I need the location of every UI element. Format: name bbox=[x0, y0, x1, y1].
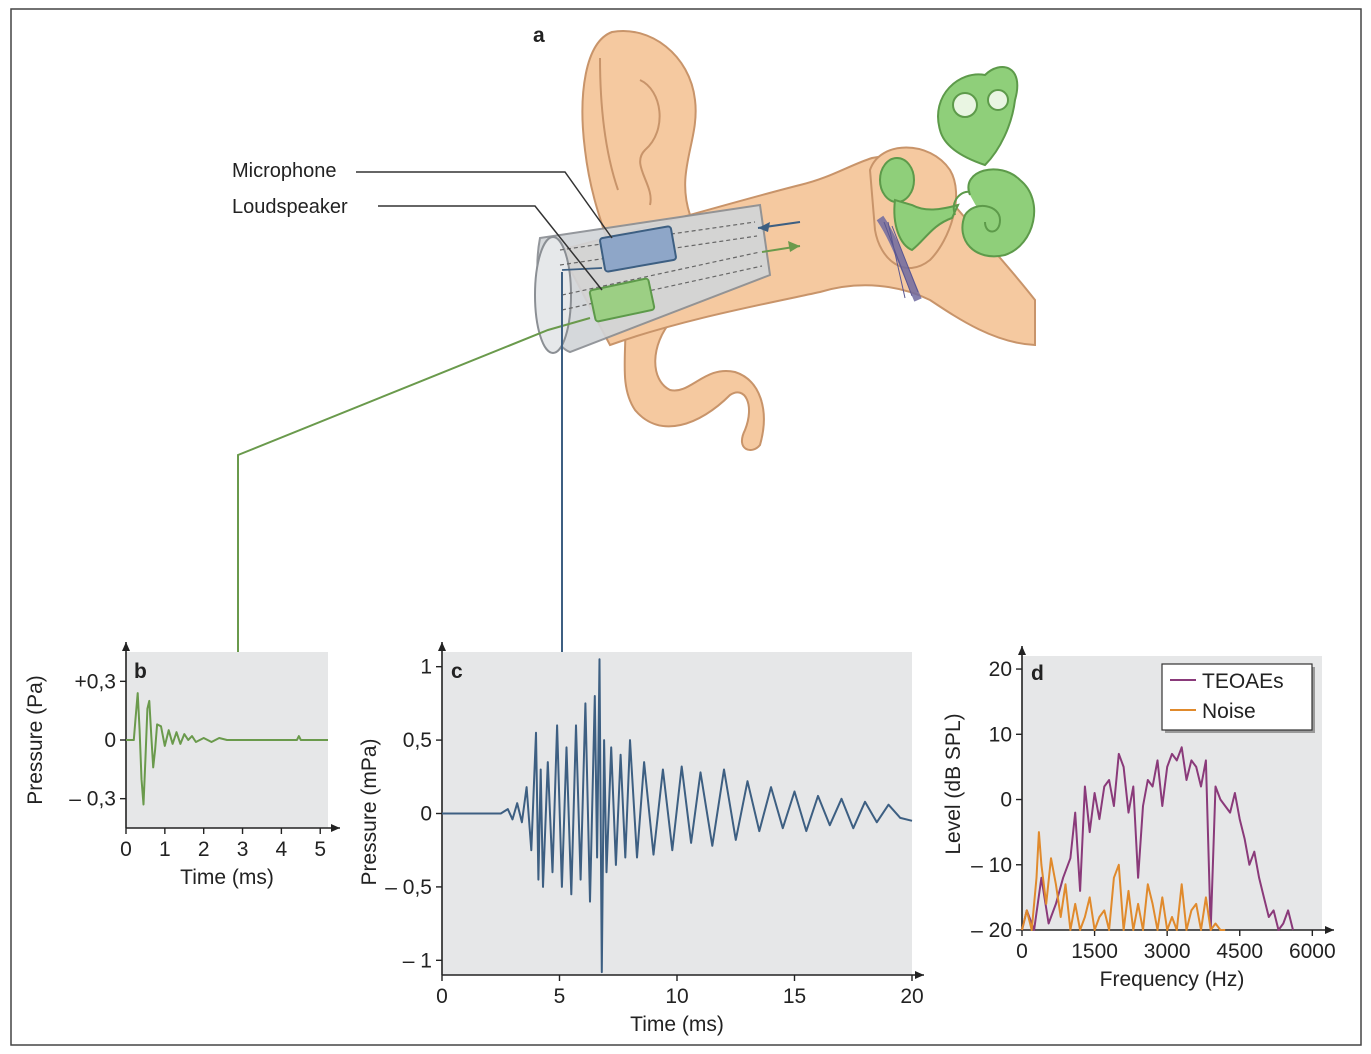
chart-d: d 0 1500 3000 4500 6000 20 10 0 – 10 – 20 Frequency… bbox=[942, 646, 1336, 991]
y-tick-label-d: – 10 bbox=[971, 854, 1012, 877]
y-tick-label-b: 0 bbox=[104, 729, 116, 752]
chart-c: c 0 5 10 15 20 1 0,5 0 – 0,5 – 1 Time (ms) Pressure … bbox=[358, 642, 924, 1036]
x-axis-title-b: Time (ms) bbox=[180, 866, 274, 889]
x-axis-arrow-d bbox=[1325, 926, 1334, 934]
panel-label-b: b bbox=[134, 660, 147, 683]
microphone-unit bbox=[599, 225, 677, 273]
y-tick-label-c: 0 bbox=[420, 803, 432, 826]
chart-b: b 0 1 2 3 4 5 +0,3 0 – 0,3 Time (ms) Pressure (Pa) bbox=[24, 642, 340, 889]
panel-label-a: a bbox=[533, 24, 545, 47]
x-tick-label-b: 0 bbox=[120, 838, 132, 861]
x-tick-label-c: 15 bbox=[783, 985, 806, 1008]
microphone-wire bbox=[561, 267, 603, 271]
y-tick-label-c: 0,5 bbox=[403, 729, 432, 752]
x-tick-label-d: 4500 bbox=[1216, 940, 1263, 963]
y-axis-arrow-b bbox=[122, 642, 130, 651]
y-tick-label-d: 10 bbox=[989, 723, 1012, 746]
loudspeaker-unit bbox=[588, 277, 656, 323]
x-tick-label-d: 6000 bbox=[1289, 940, 1336, 963]
x-tick-label-d: 0 bbox=[1016, 940, 1028, 963]
x-tick-label-d: 3000 bbox=[1144, 940, 1191, 963]
y-tick-label-d: 20 bbox=[989, 658, 1012, 681]
y-axis-title-d: Level (dB SPL) bbox=[942, 713, 965, 854]
x-axis-title-c: Time (ms) bbox=[630, 1013, 724, 1036]
x-tick-label-c: 5 bbox=[554, 985, 566, 1008]
x-tick-label-c: 10 bbox=[665, 985, 688, 1008]
returning-sound-arrowhead bbox=[758, 222, 770, 232]
x-tick-label-b: 1 bbox=[159, 838, 171, 861]
y-axis-title-b: Pressure (Pa) bbox=[24, 675, 47, 805]
legend-box bbox=[1161, 663, 1313, 731]
series-line-d-noise bbox=[1021, 831, 1226, 931]
eardrum-lines bbox=[883, 221, 919, 299]
y-tick-label-b: +0,3 bbox=[75, 670, 116, 693]
x-tick-label-b: 3 bbox=[237, 838, 249, 861]
pinna-fold bbox=[599, 57, 619, 191]
x-tick-label-c: 0 bbox=[436, 985, 448, 1008]
y-tick-label-d: – 20 bbox=[971, 919, 1012, 942]
y-tick-label-d: 0 bbox=[1000, 789, 1012, 812]
y-tick-label-c: 1 bbox=[420, 656, 432, 679]
panel-label-c: c bbox=[451, 660, 463, 683]
series-line-d-teoaes bbox=[1021, 746, 1294, 931]
microphone-label: Microphone bbox=[232, 160, 337, 182]
y-axis-arrow-d bbox=[1018, 646, 1026, 655]
legend-label-noise: Noise bbox=[1202, 700, 1256, 723]
eardrum bbox=[876, 215, 922, 302]
ossicles bbox=[879, 157, 960, 252]
x-tick-label-d: 1500 bbox=[1071, 940, 1118, 963]
outgoing-sound-arrowhead bbox=[788, 241, 800, 252]
series-line-c-0 bbox=[442, 658, 913, 974]
series-line-b-0 bbox=[126, 692, 328, 806]
panel-label-d: d bbox=[1031, 662, 1044, 685]
inner-ear bbox=[937, 66, 1036, 258]
x-tick-label-b: 4 bbox=[276, 838, 288, 861]
connector-loudspeaker-to-panel-b bbox=[237, 317, 591, 652]
x-axis-arrow-c bbox=[915, 971, 924, 979]
loudspeaker-leader-line bbox=[378, 205, 603, 291]
y-tick-label-c: – 0,5 bbox=[385, 876, 432, 899]
y-axis-arrow-c bbox=[438, 642, 446, 651]
x-axis-title-d: Frequency (Hz) bbox=[1100, 968, 1245, 991]
loudspeaker-label: Loudspeaker bbox=[232, 196, 348, 218]
y-tick-label-b: – 0,3 bbox=[69, 788, 116, 811]
microphone-leader-line bbox=[356, 171, 613, 239]
ear-illustration: a bbox=[232, 24, 1036, 451]
y-tick-label-c: – 1 bbox=[403, 949, 432, 972]
x-tick-label-c: 20 bbox=[900, 985, 923, 1008]
figure-border bbox=[10, 8, 1362, 1046]
legend-label-teoaes: TEOAEs bbox=[1202, 670, 1284, 693]
y-axis-title-c: Pressure (mPa) bbox=[358, 738, 381, 885]
x-tick-label-b: 2 bbox=[198, 838, 210, 861]
x-axis-arrow-b bbox=[331, 824, 340, 832]
x-tick-label-b: 5 bbox=[314, 838, 326, 861]
pinna-antihelix bbox=[639, 79, 661, 206]
